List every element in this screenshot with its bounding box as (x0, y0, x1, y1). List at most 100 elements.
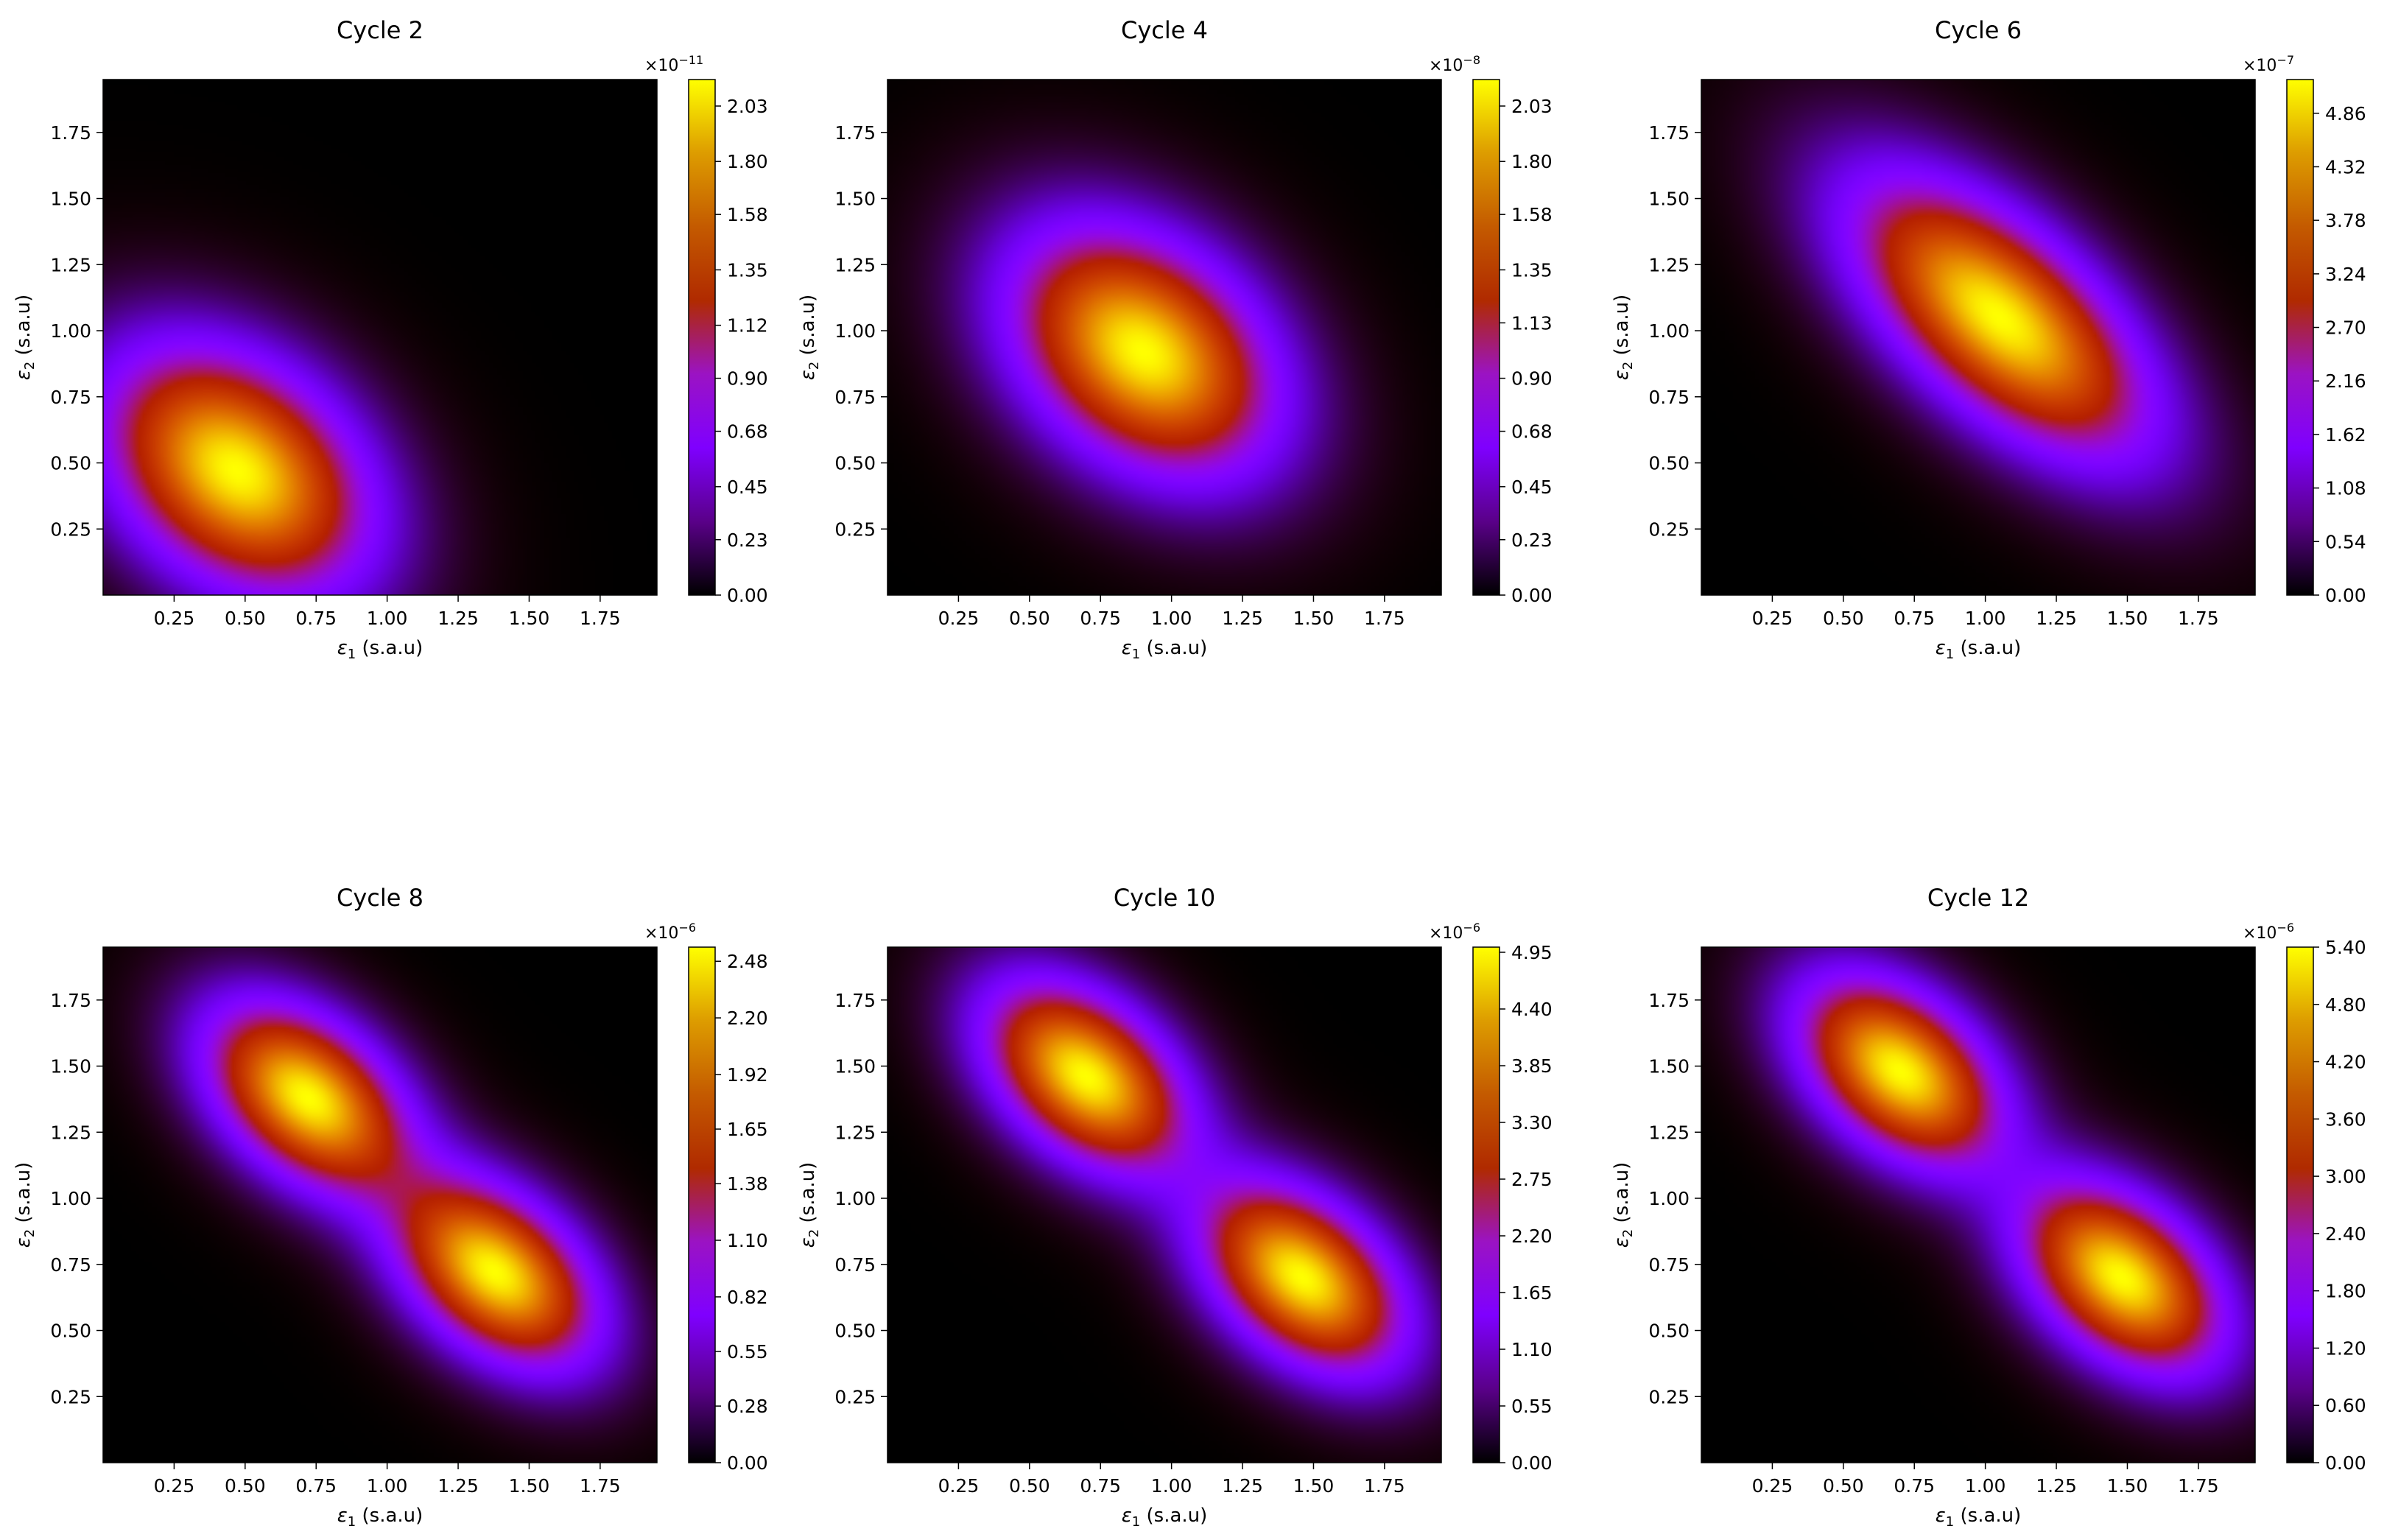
colorbar-tick-label: 2.20 (727, 1008, 768, 1029)
y-tick-label: 1.00 (1648, 1188, 1690, 1209)
x-tick-label: 0.50 (225, 1475, 266, 1497)
colorbar-tick-label: 0.55 (1511, 1396, 1553, 1417)
heatmap-image (103, 947, 657, 1463)
colorbar-tick-label: 0.54 (2325, 531, 2366, 552)
x-tick-label: 1.75 (2178, 608, 2219, 629)
colorbar-tick-label: 1.35 (727, 259, 768, 281)
colorbar-tick-label: 1.10 (727, 1230, 768, 1251)
y-tick-label: 1.25 (50, 1122, 91, 1143)
colorbar-multiplier: ×10−6 (644, 921, 696, 943)
y-axis-label: ε2 (s.a.u) (13, 295, 38, 381)
colorbar-tick-label: 3.30 (1511, 1112, 1553, 1133)
x-tick-label: 0.25 (154, 608, 195, 629)
x-tick-label: 1.25 (2036, 1475, 2077, 1497)
y-axis-label: ε2 (s.a.u) (797, 1162, 822, 1248)
colorbar-tick-label: 0.90 (727, 368, 768, 390)
subplot-cycle-5: Cycle 10 0.25 0.50 0.75 1.00 1.25 1.50 1.75 0.25… (797, 884, 1553, 1530)
plot-title: Cycle 6 (1935, 16, 2022, 44)
colorbar-multiplier: ×10−6 (1429, 921, 1480, 943)
colorbar-tick-label: 1.35 (1511, 259, 1553, 281)
plot-title: Cycle 12 (1927, 884, 2029, 912)
y-tick-label: 1.50 (1648, 1056, 1690, 1077)
x-tick-label: 0.25 (1752, 1475, 1793, 1497)
subplot-cycle-4: Cycle 8 0.25 0.50 0.75 1.00 1.25 1.50 1.75 0.25 0… (13, 884, 768, 1530)
colorbar-tick-label: 0.00 (727, 1452, 768, 1474)
colorbar-tick-label: 0.90 (1511, 368, 1553, 390)
colorbar-tick-label: 1.12 (727, 315, 768, 337)
subplot-cycle-2: Cycle 4 0.25 0.50 0.75 1.00 1.25 1.50 1.75 0.25 0… (797, 16, 1553, 662)
x-axis-label: ε1 (s.a.u) (337, 637, 423, 662)
colorbar-tick-label: 1.80 (2325, 1281, 2366, 1302)
x-tick-label: 0.50 (1009, 1475, 1050, 1497)
y-tick-label: 1.25 (834, 254, 876, 275)
y-tick-label: 1.75 (1648, 122, 1690, 144)
y-axis-label: ε2 (s.a.u) (1611, 1162, 1636, 1248)
colorbar-multiplier: ×10−7 (2243, 53, 2294, 75)
x-tick-label: 1.75 (580, 1475, 621, 1497)
y-tick-label: 1.50 (1648, 189, 1690, 210)
colorbar-tick-label: 4.86 (2325, 103, 2366, 124)
colorbar-tick-label: 1.58 (727, 204, 768, 225)
subplot-cycle-3: Cycle 6 0.25 0.50 0.75 1.00 1.25 1.50 1.75 0.25 0… (1611, 16, 2366, 662)
subplot-cycle-1: Cycle 2 0.25 0.50 0.75 1.00 1.25 1.50 1.75 0.25 0… (13, 16, 768, 662)
colorbar-tick-label: 4.80 (2325, 994, 2366, 1016)
colorbar-tick-label: 4.20 (2325, 1052, 2366, 1073)
axes-frame (1701, 946, 2256, 1463)
colorbar-tick-label: 1.13 (1511, 312, 1553, 334)
colorbar-tick-label: 0.82 (727, 1287, 768, 1308)
colorbar-tick-label: 4.32 (2325, 156, 2366, 177)
y-tick-label: 0.50 (50, 453, 91, 474)
axes-frame (1701, 79, 2256, 596)
colorbar-multiplier: ×10−11 (644, 53, 703, 75)
y-tick-label: 1.25 (1648, 1122, 1690, 1143)
y-tick-label: 0.75 (50, 1254, 91, 1276)
plot-title: Cycle 10 (1114, 884, 1215, 912)
x-tick-label: 1.00 (1151, 608, 1192, 629)
x-tick-label: 1.00 (367, 1475, 408, 1497)
y-tick-label: 1.00 (834, 1188, 876, 1209)
colorbar-tick-label: 0.00 (2325, 585, 2366, 606)
colorbar (688, 79, 716, 596)
colorbar-multiplier: ×10−6 (2243, 921, 2294, 943)
colorbar-tick-label: 0.23 (727, 530, 768, 551)
x-tick-label: 1.25 (437, 1475, 479, 1497)
colorbar-tick-label: 1.38 (727, 1173, 768, 1195)
colorbar (1472, 946, 1500, 1463)
x-axis-label: ε1 (s.a.u) (337, 1505, 423, 1530)
y-tick-label: 1.50 (834, 1056, 876, 1077)
y-tick-label: 1.75 (50, 990, 91, 1011)
x-tick-label: 1.50 (1293, 1475, 1335, 1497)
y-tick-label: 1.75 (834, 990, 876, 1011)
x-tick-label: 1.50 (509, 608, 550, 629)
colorbar-tick-label: 1.08 (2325, 478, 2366, 499)
colorbar-tick-label: 0.28 (727, 1396, 768, 1417)
x-tick-label: 1.50 (1293, 608, 1335, 629)
colorbar-tick-label: 1.10 (1511, 1339, 1553, 1360)
y-tick-label: 0.75 (50, 387, 91, 408)
colorbar-tick-label: 2.20 (1511, 1226, 1553, 1247)
colorbar-tick-label: 0.45 (1511, 477, 1553, 498)
x-tick-label: 1.00 (1965, 1475, 2006, 1497)
colorbar-tick-label: 4.95 (1511, 942, 1553, 963)
y-tick-label: 0.50 (50, 1321, 91, 1342)
y-tick-label: 1.00 (50, 320, 91, 342)
x-axis-label: ε1 (s.a.u) (1936, 1505, 2022, 1530)
x-tick-label: 0.75 (1080, 1475, 1121, 1497)
colorbar-tick-label: 0.60 (2325, 1395, 2366, 1416)
y-tick-label: 0.25 (1648, 1386, 1690, 1407)
y-tick-label: 0.25 (50, 1386, 91, 1407)
y-tick-label: 0.50 (1648, 1321, 1690, 1342)
y-tick-label: 1.25 (1648, 254, 1690, 275)
x-axis-label: ε1 (s.a.u) (1936, 637, 2022, 662)
colorbar-tick-label: 1.20 (2325, 1337, 2366, 1359)
colorbar-tick-label: 3.60 (2325, 1108, 2366, 1130)
axes-frame (887, 946, 1442, 1463)
colorbar-tick-label: 2.75 (1511, 1169, 1553, 1190)
x-tick-label: 1.25 (1222, 608, 1263, 629)
colorbar-tick-label: 0.00 (727, 585, 768, 606)
colorbar-tick-label: 2.16 (2325, 370, 2366, 392)
colorbar-tick-label: 1.80 (727, 151, 768, 172)
y-axis-label: ε2 (s.a.u) (13, 1162, 38, 1248)
x-tick-label: 1.00 (367, 608, 408, 629)
